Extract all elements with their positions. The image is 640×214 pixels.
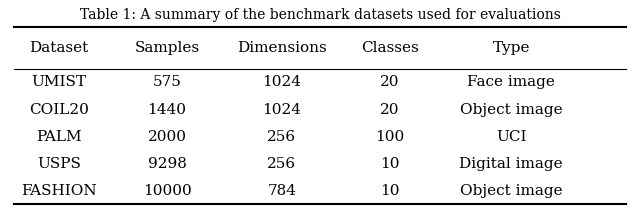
Text: Type: Type xyxy=(492,41,530,55)
Text: UMIST: UMIST xyxy=(31,76,86,89)
Text: 20: 20 xyxy=(380,103,400,117)
Text: UCI: UCI xyxy=(496,129,527,144)
Text: 9298: 9298 xyxy=(148,157,186,171)
Text: FASHION: FASHION xyxy=(21,184,97,198)
Text: Table 1: A summary of the benchmark datasets used for evaluations: Table 1: A summary of the benchmark data… xyxy=(79,8,561,22)
Text: 256: 256 xyxy=(268,157,296,171)
Text: 10000: 10000 xyxy=(143,184,191,198)
Text: PALM: PALM xyxy=(36,129,81,144)
Text: 1440: 1440 xyxy=(148,103,187,117)
Text: Dimensions: Dimensions xyxy=(237,41,326,55)
Text: Classes: Classes xyxy=(361,41,419,55)
Text: Dataset: Dataset xyxy=(29,41,88,55)
Text: 1024: 1024 xyxy=(262,103,301,117)
Text: Digital image: Digital image xyxy=(460,157,563,171)
Text: 1024: 1024 xyxy=(262,76,301,89)
Text: 20: 20 xyxy=(380,76,400,89)
Text: 256: 256 xyxy=(268,129,296,144)
Text: 10: 10 xyxy=(380,184,400,198)
Text: COIL20: COIL20 xyxy=(29,103,89,117)
Text: 10: 10 xyxy=(380,157,400,171)
Text: 575: 575 xyxy=(152,76,182,89)
Text: 100: 100 xyxy=(376,129,404,144)
Text: Face image: Face image xyxy=(467,76,555,89)
Text: Samples: Samples xyxy=(134,41,200,55)
Text: USPS: USPS xyxy=(37,157,81,171)
Text: Object image: Object image xyxy=(460,103,563,117)
Text: Object image: Object image xyxy=(460,184,563,198)
Text: 784: 784 xyxy=(268,184,296,198)
Text: 2000: 2000 xyxy=(148,129,187,144)
